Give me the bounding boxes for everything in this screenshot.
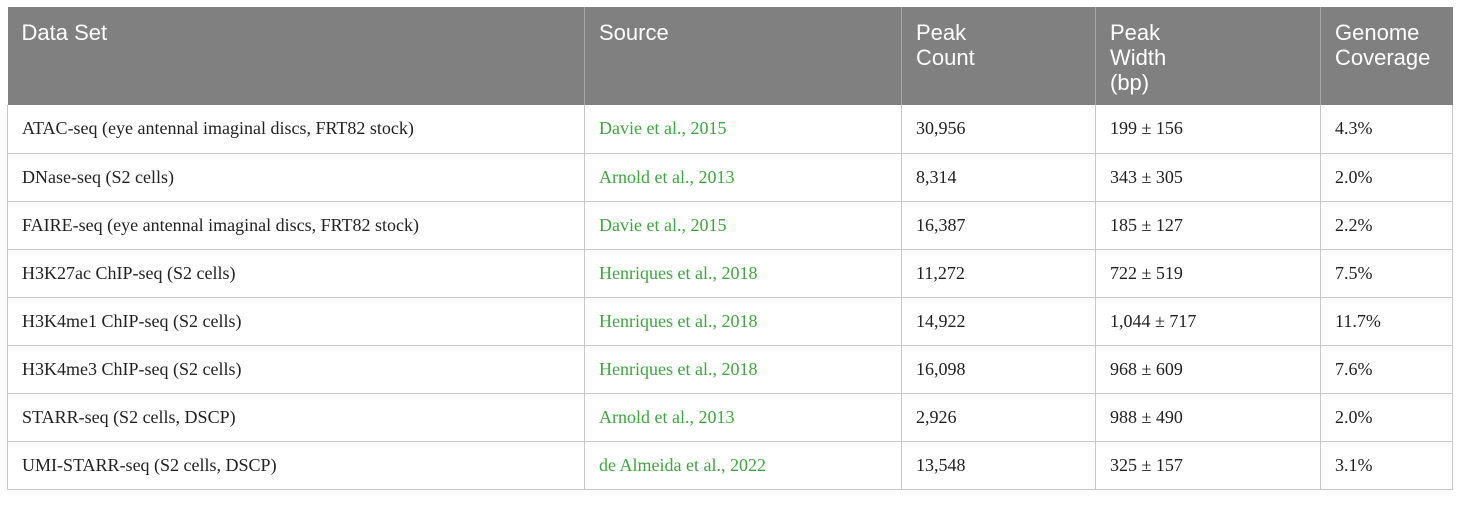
genome-coverage-cell: 7.5% [1320, 248, 1453, 297]
data-set-cell: STARR-seq (S2 cells, DSCP) [7, 392, 585, 441]
peak-width-cell: 199 ± 156 [1095, 105, 1321, 153]
table-row: ATAC-seq (eye antennal imaginal discs, F… [7, 105, 1453, 153]
table-row: UMI-STARR-seq (S2 cells, DSCP) de Almeida… [7, 440, 1453, 490]
genome-coverage-cell: 7.6% [1320, 344, 1453, 393]
source-cell: de Almeida et al., 2022 [584, 440, 902, 490]
peak-width-cell: 722 ± 519 [1095, 248, 1321, 297]
peak-count-cell: 13,548 [901, 440, 1096, 490]
peak-width-cell: 343 ± 305 [1095, 152, 1321, 201]
source-link[interactable]: Arnold et al., 2013 [599, 166, 735, 187]
peak-width-cell: 325 ± 157 [1095, 440, 1321, 490]
source-link[interactable]: Henriques et al., 2018 [599, 358, 758, 379]
data-set-cell: H3K4me1 ChIP-seq (S2 cells) [7, 296, 585, 345]
source-cell: Davie et al., 2015 [584, 105, 902, 153]
source-cell: Henriques et al., 2018 [584, 248, 902, 297]
header-source: Source [584, 7, 902, 105]
source-link[interactable]: Davie et al., 2015 [599, 118, 727, 139]
peak-count-cell: 11,272 [901, 248, 1096, 297]
peak-count-cell: 16,098 [901, 344, 1096, 393]
table-row: H3K4me3 ChIP-seq (S2 cells) Henriques et … [7, 344, 1453, 393]
table-header: Data Set Source Peak Count Peak Width (b… [7, 7, 1453, 105]
header-row: Data Set Source Peak Count Peak Width (b… [7, 7, 1453, 105]
source-link[interactable]: de Almeida et al., 2022 [599, 454, 766, 475]
peak-count-cell: 8,314 [901, 152, 1096, 201]
genome-coverage-cell: 4.3% [1320, 105, 1453, 153]
peak-count-cell: 30,956 [901, 105, 1096, 153]
header-data-set: Data Set [7, 7, 585, 105]
peak-width-cell: 185 ± 127 [1095, 200, 1321, 249]
table-row: H3K4me1 ChIP-seq (S2 cells) Henriques et … [7, 296, 1453, 345]
header-genome-coverage: Genome Coverage [1320, 7, 1453, 105]
data-table: Data Set Source Peak Count Peak Width (b… [7, 7, 1453, 490]
data-set-cell: H3K4me3 ChIP-seq (S2 cells) [7, 344, 585, 393]
source-cell: Henriques et al., 2018 [584, 296, 902, 345]
peak-width-cell: 1,044 ± 717 [1095, 296, 1321, 345]
table-row: FAIRE-seq (eye antennal imaginal discs, … [7, 200, 1453, 249]
data-set-cell: FAIRE-seq (eye antennal imaginal discs, … [7, 200, 585, 249]
data-set-cell: ATAC-seq (eye antennal imaginal discs, F… [7, 105, 585, 153]
peak-width-cell: 988 ± 490 [1095, 392, 1321, 441]
data-set-cell: UMI-STARR-seq (S2 cells, DSCP) [7, 440, 585, 490]
source-link[interactable]: Henriques et al., 2018 [599, 310, 758, 331]
header-peak-width: Peak Width (bp) [1095, 7, 1321, 105]
peak-width-cell: 968 ± 609 [1095, 344, 1321, 393]
peak-count-cell: 2,926 [901, 392, 1096, 441]
data-set-cell: DNase-seq (S2 cells) [7, 152, 585, 201]
genome-coverage-cell: 2.0% [1320, 392, 1453, 441]
table-row: STARR-seq (S2 cells, DSCP) Arnold et al.,… [7, 392, 1453, 441]
source-link[interactable]: Henriques et al., 2018 [599, 262, 758, 283]
source-link[interactable]: Davie et al., 2015 [599, 214, 727, 235]
source-cell: Arnold et al., 2013 [584, 152, 902, 201]
data-set-cell: H3K27ac ChIP-seq (S2 cells) [7, 248, 585, 297]
source-cell: Davie et al., 2015 [584, 200, 902, 249]
peak-count-cell: 14,922 [901, 296, 1096, 345]
table-body: ATAC-seq (eye antennal imaginal discs, F… [7, 105, 1453, 490]
table-row: DNase-seq (S2 cells) Arnold et al., 2013 8… [7, 152, 1453, 201]
source-cell: Arnold et al., 2013 [584, 392, 902, 441]
header-peak-count: Peak Count [901, 7, 1096, 105]
peak-count-cell: 16,387 [901, 200, 1096, 249]
source-cell: Henriques et al., 2018 [584, 344, 902, 393]
genome-coverage-cell: 11.7% [1320, 296, 1453, 345]
source-link[interactable]: Arnold et al., 2013 [599, 406, 735, 427]
genome-coverage-cell: 2.0% [1320, 152, 1453, 201]
genome-coverage-cell: 2.2% [1320, 200, 1453, 249]
table-row: H3K27ac ChIP-seq (S2 cells) Henriques et … [7, 248, 1453, 297]
genome-coverage-cell: 3.1% [1320, 440, 1453, 490]
